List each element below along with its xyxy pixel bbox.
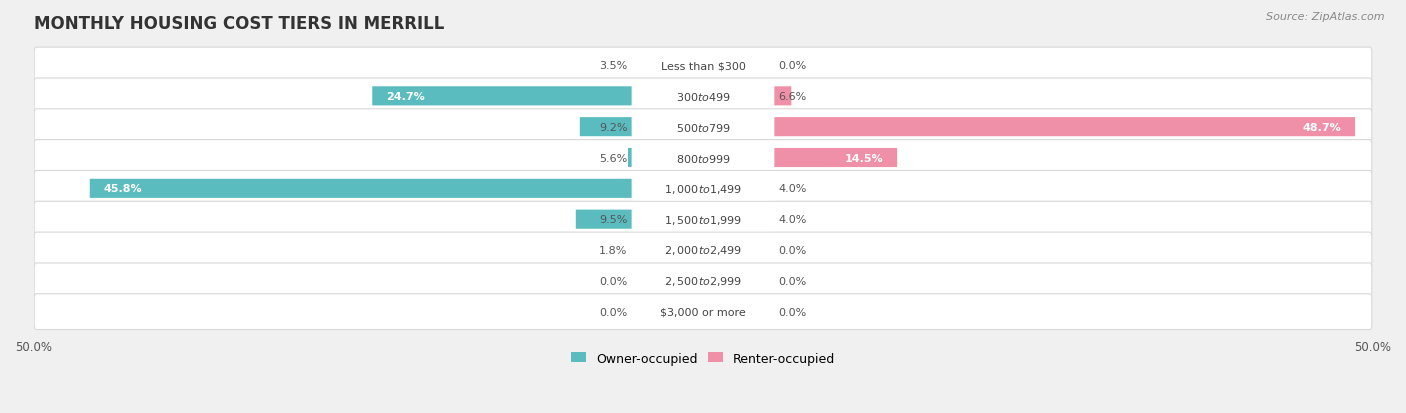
Text: 45.8%: 45.8% [103, 184, 142, 194]
FancyBboxPatch shape [631, 54, 775, 78]
FancyBboxPatch shape [34, 48, 1372, 84]
Legend: Owner-occupied, Renter-occupied: Owner-occupied, Renter-occupied [567, 347, 839, 370]
FancyBboxPatch shape [576, 210, 703, 229]
FancyBboxPatch shape [703, 210, 756, 229]
FancyBboxPatch shape [679, 241, 703, 260]
FancyBboxPatch shape [631, 208, 775, 232]
Text: $1,500 to $1,999: $1,500 to $1,999 [664, 213, 742, 226]
FancyBboxPatch shape [34, 294, 1372, 330]
Text: Source: ZipAtlas.com: Source: ZipAtlas.com [1267, 12, 1385, 22]
Text: 0.0%: 0.0% [599, 276, 627, 286]
Text: 0.0%: 0.0% [599, 307, 627, 317]
FancyBboxPatch shape [631, 146, 775, 170]
FancyBboxPatch shape [631, 85, 775, 109]
FancyBboxPatch shape [34, 202, 1372, 237]
FancyBboxPatch shape [631, 115, 775, 139]
Text: $2,500 to $2,999: $2,500 to $2,999 [664, 275, 742, 287]
Text: $800 to $999: $800 to $999 [675, 152, 731, 164]
Text: Less than $300: Less than $300 [661, 61, 745, 71]
FancyBboxPatch shape [373, 87, 703, 106]
Text: 4.0%: 4.0% [779, 184, 807, 194]
FancyBboxPatch shape [631, 300, 775, 324]
Text: $2,000 to $2,499: $2,000 to $2,499 [664, 244, 742, 257]
FancyBboxPatch shape [579, 118, 703, 137]
FancyBboxPatch shape [90, 179, 703, 198]
Text: 48.7%: 48.7% [1303, 122, 1341, 132]
Text: MONTHLY HOUSING COST TIERS IN MERRILL: MONTHLY HOUSING COST TIERS IN MERRILL [34, 15, 444, 33]
Text: 6.6%: 6.6% [779, 92, 807, 102]
FancyBboxPatch shape [631, 238, 775, 262]
FancyBboxPatch shape [703, 118, 1355, 137]
FancyBboxPatch shape [631, 177, 775, 201]
Text: $1,000 to $1,499: $1,000 to $1,499 [664, 183, 742, 195]
Text: 4.0%: 4.0% [779, 215, 807, 225]
Text: 9.2%: 9.2% [599, 122, 627, 132]
Text: 3.5%: 3.5% [599, 61, 627, 71]
FancyBboxPatch shape [703, 149, 897, 168]
FancyBboxPatch shape [657, 56, 703, 76]
FancyBboxPatch shape [628, 149, 703, 168]
Text: 0.0%: 0.0% [779, 61, 807, 71]
Text: 5.6%: 5.6% [599, 153, 627, 163]
Text: $500 to $799: $500 to $799 [675, 121, 731, 133]
FancyBboxPatch shape [34, 171, 1372, 207]
FancyBboxPatch shape [34, 263, 1372, 299]
Text: $3,000 or more: $3,000 or more [661, 307, 745, 317]
Text: 1.8%: 1.8% [599, 245, 627, 255]
FancyBboxPatch shape [34, 233, 1372, 268]
Text: 0.0%: 0.0% [779, 245, 807, 255]
FancyBboxPatch shape [34, 109, 1372, 145]
FancyBboxPatch shape [703, 87, 792, 106]
FancyBboxPatch shape [34, 140, 1372, 176]
Text: 24.7%: 24.7% [385, 92, 425, 102]
Text: 0.0%: 0.0% [779, 307, 807, 317]
FancyBboxPatch shape [703, 179, 756, 198]
Text: 14.5%: 14.5% [845, 153, 884, 163]
FancyBboxPatch shape [34, 79, 1372, 114]
Text: 9.5%: 9.5% [599, 215, 627, 225]
Text: 0.0%: 0.0% [779, 276, 807, 286]
Text: $300 to $499: $300 to $499 [675, 90, 731, 102]
FancyBboxPatch shape [631, 269, 775, 293]
